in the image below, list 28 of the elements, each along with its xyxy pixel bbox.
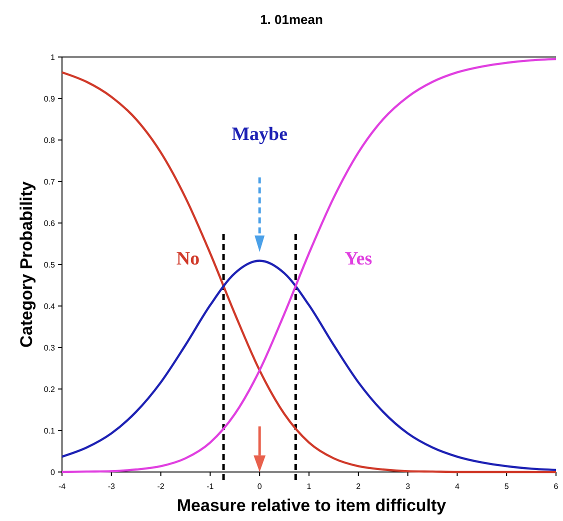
- x-tick-label: 5: [504, 482, 510, 491]
- y-tick-label: 0.9: [44, 94, 56, 104]
- x-tick-label: 3: [406, 482, 411, 491]
- x-tick-label: 4: [454, 482, 460, 491]
- y-tick-label: 0.4: [44, 302, 56, 311]
- y-tick-label: 0.6: [44, 218, 56, 228]
- x-axis-title: Measure relative to item difficulty: [176, 496, 447, 515]
- y-tick-label: 0.1: [44, 426, 56, 436]
- y-tick-label: 0.8: [44, 136, 56, 145]
- x-tick-label: -1: [206, 482, 214, 491]
- x-tick-label: 6: [554, 482, 559, 491]
- x-tick-label: 2: [356, 482, 362, 491]
- series-label: No: [176, 248, 200, 270]
- y-tick-label: 0.5: [44, 260, 56, 270]
- x-tick-label: -4: [58, 482, 66, 491]
- series-label: Yes: [344, 248, 372, 270]
- y-tick-label: 0.3: [44, 343, 56, 352]
- text: Maybe: [232, 124, 288, 145]
- x-tick-label: -2: [157, 482, 165, 491]
- y-tick-label: 0.7: [44, 177, 56, 186]
- y-tick-label: 0.2: [44, 384, 56, 394]
- chart-title: 1. 01mean: [260, 12, 323, 27]
- x-tick-label: -3: [108, 482, 116, 491]
- x-tick-label: 0: [257, 482, 262, 491]
- y-tick-label: 1: [50, 52, 56, 62]
- y-tick-label: 0: [50, 468, 56, 477]
- x-tick-label: 1: [306, 482, 312, 491]
- y-axis-title: Category Probability: [17, 180, 36, 348]
